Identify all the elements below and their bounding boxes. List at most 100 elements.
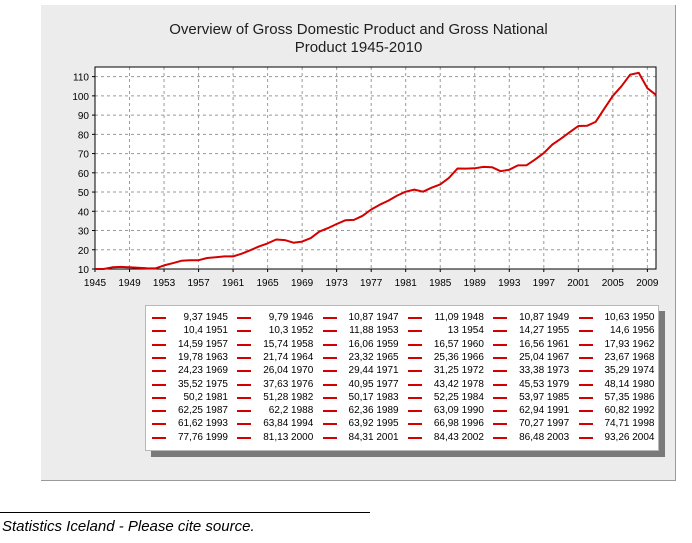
- legend-entry: 45,53 1979: [488, 378, 573, 391]
- legend-entry: 77,76 1999: [147, 431, 232, 444]
- legend-label: 11,09 1948: [434, 312, 484, 323]
- legend-label: 77,76 1999: [177, 431, 228, 443]
- y-tick-label: 40: [78, 207, 90, 218]
- legend-entry: 17,93 1962: [574, 338, 659, 351]
- legend-label: 70,27 1997: [519, 418, 570, 430]
- legend-swatch: [152, 317, 166, 319]
- legend-swatch: [322, 330, 337, 333]
- legend-swatch: [237, 436, 252, 439]
- chart-title-line-2: Product 1945-2010: [294, 39, 423, 56]
- legend-swatch: [578, 356, 593, 359]
- legend: 9,37 1945 9,79 1946 10,87 1947 11,09 1948 10…: [145, 305, 659, 451]
- legend-swatch: [493, 356, 508, 359]
- legend-entry: 52,25 1984: [403, 391, 488, 404]
- legend-label: 63,84 1994: [263, 418, 314, 430]
- chart-title-line-1: Overview of Gross Domestic Product and G…: [169, 21, 548, 38]
- legend-entry: 10,3 1952: [232, 324, 317, 337]
- legend-label: 84,31 2001: [348, 431, 399, 443]
- legend-label: 50,17 1983: [348, 391, 399, 403]
- legend-label: 33,38 1973: [519, 365, 570, 377]
- legend-entry: 63,09 1990: [403, 404, 488, 417]
- legend-entry: 16,56 1961: [488, 338, 573, 351]
- legend-swatch: [237, 317, 252, 319]
- x-tick-label: 1973: [326, 278, 349, 289]
- legend-swatch: [407, 410, 422, 413]
- plot-area-border: [94, 66, 657, 270]
- legend-entry: 50,17 1983: [318, 391, 403, 404]
- legend-row: 77,76 1999 81,13 2000 84,31 2001 84,43 2002…: [146, 431, 658, 444]
- legend-swatch: [322, 343, 337, 346]
- legend-label: 86,48 2003: [519, 431, 570, 443]
- legend-row: 24,23 1969 26,04 1970 29,44 1971 31,25 1972…: [146, 364, 658, 377]
- legend-swatch: [578, 396, 593, 399]
- legend-entry: 10,4 1951: [147, 324, 232, 337]
- x-tick-label: 1953: [153, 278, 176, 289]
- legend-swatch: [578, 436, 593, 439]
- legend-swatch: [152, 436, 166, 439]
- line-chart: 1945 1949 1953 1957 1961 1965 1969 1973 1977 1981…: [72, 66, 659, 289]
- legend-swatch: [152, 343, 166, 346]
- legend-label: 35,29 1974: [604, 365, 655, 377]
- legend-swatch: [407, 370, 422, 373]
- legend-entry: 62,2 1988: [232, 404, 317, 417]
- legend-swatch: [578, 410, 593, 413]
- legend-entry: 53,97 1985: [488, 391, 573, 404]
- legend-label: 52,25 1984: [433, 391, 484, 403]
- legend-label: 23,67 1968: [604, 351, 655, 363]
- legend-entry: 57,35 1986: [574, 391, 659, 404]
- legend-swatch: [493, 343, 508, 346]
- legend-label: 16,06 1959: [348, 338, 399, 350]
- y-tick-label: 110: [73, 73, 89, 84]
- legend-label: 29,44 1971: [348, 365, 399, 377]
- legend-label: 93,26 2004: [604, 431, 655, 443]
- x-tick-label: 1957: [187, 278, 210, 289]
- legend-swatch: [237, 396, 252, 399]
- legend-entry: 60,82 1992: [574, 404, 659, 417]
- legend-swatch: [407, 423, 422, 426]
- legend-label: 31,25 1972: [433, 365, 484, 377]
- legend-entry: 48,14 1980: [574, 378, 659, 391]
- legend-label: 84,43 2002: [433, 431, 484, 443]
- plot-background: [95, 67, 656, 269]
- legend-entry: 29,44 1971: [318, 364, 403, 377]
- y-tick-label: 100: [72, 92, 89, 103]
- legend-entry: 14,59 1957: [147, 338, 232, 351]
- legend-entry: 26,04 1970: [232, 364, 317, 377]
- legend-swatch: [493, 330, 508, 333]
- legend-swatch: [322, 356, 337, 359]
- legend-entry: 10,63 1950: [574, 311, 659, 324]
- legend-swatch: [407, 356, 422, 359]
- legend-entry: 31,25 1972: [403, 364, 488, 377]
- x-tick-label: 1945: [84, 278, 107, 289]
- legend-swatch: [407, 343, 422, 346]
- x-tick-label: 1981: [395, 278, 418, 289]
- source-note: Statistics Iceland - Please cite source.: [2, 518, 255, 535]
- legend-row: 9,37 1945 9,79 1946 10,87 1947 11,09 1948 10…: [146, 311, 658, 324]
- legend-swatch: [152, 410, 166, 413]
- legend-swatch: [322, 436, 337, 439]
- legend-entry: 63,84 1994: [232, 417, 317, 430]
- legend-label: 24,23 1969: [177, 365, 228, 377]
- legend-entry: 9,37 1945: [147, 311, 232, 324]
- series-line: [95, 71, 657, 270]
- x-tick-label: 1977: [360, 278, 383, 289]
- legend-entry: 62,25 1987: [147, 404, 232, 417]
- legend-entry: 66,98 1996: [403, 417, 488, 430]
- y-tick-label: 60: [78, 169, 90, 180]
- legend-label: 81,13 2000: [263, 431, 314, 443]
- legend-entry: 37,63 1976: [232, 378, 317, 391]
- legend-label: 26,04 1970: [263, 365, 314, 377]
- legend-entry: 24,23 1969: [147, 364, 232, 377]
- series-layer: [95, 71, 657, 270]
- legend-swatch: [152, 383, 166, 386]
- legend-swatch: [152, 330, 166, 333]
- y-axis: 10 20 30 40 50 60 70 80 90 100 110: [72, 73, 95, 276]
- legend-swatch: [578, 423, 593, 426]
- legend-swatch: [493, 410, 508, 413]
- x-axis: 1945 1949 1953 1957 1961 1965 1969 1973 1977 1981…: [84, 269, 659, 289]
- legend-entry: 23,32 1965: [318, 351, 403, 364]
- legend-label: 16,57 1960: [433, 338, 484, 350]
- legend-swatch: [407, 317, 422, 319]
- legend-label: 62,2 1988: [268, 405, 314, 417]
- legend-swatch: [578, 370, 593, 373]
